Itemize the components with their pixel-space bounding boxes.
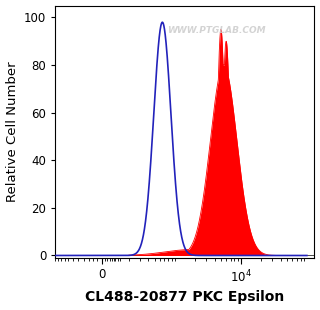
Text: WWW.PTGLAB.COM: WWW.PTGLAB.COM [167,26,265,35]
X-axis label: CL488-20877 PKC Epsilon: CL488-20877 PKC Epsilon [85,290,284,304]
Y-axis label: Relative Cell Number: Relative Cell Number [5,61,19,202]
